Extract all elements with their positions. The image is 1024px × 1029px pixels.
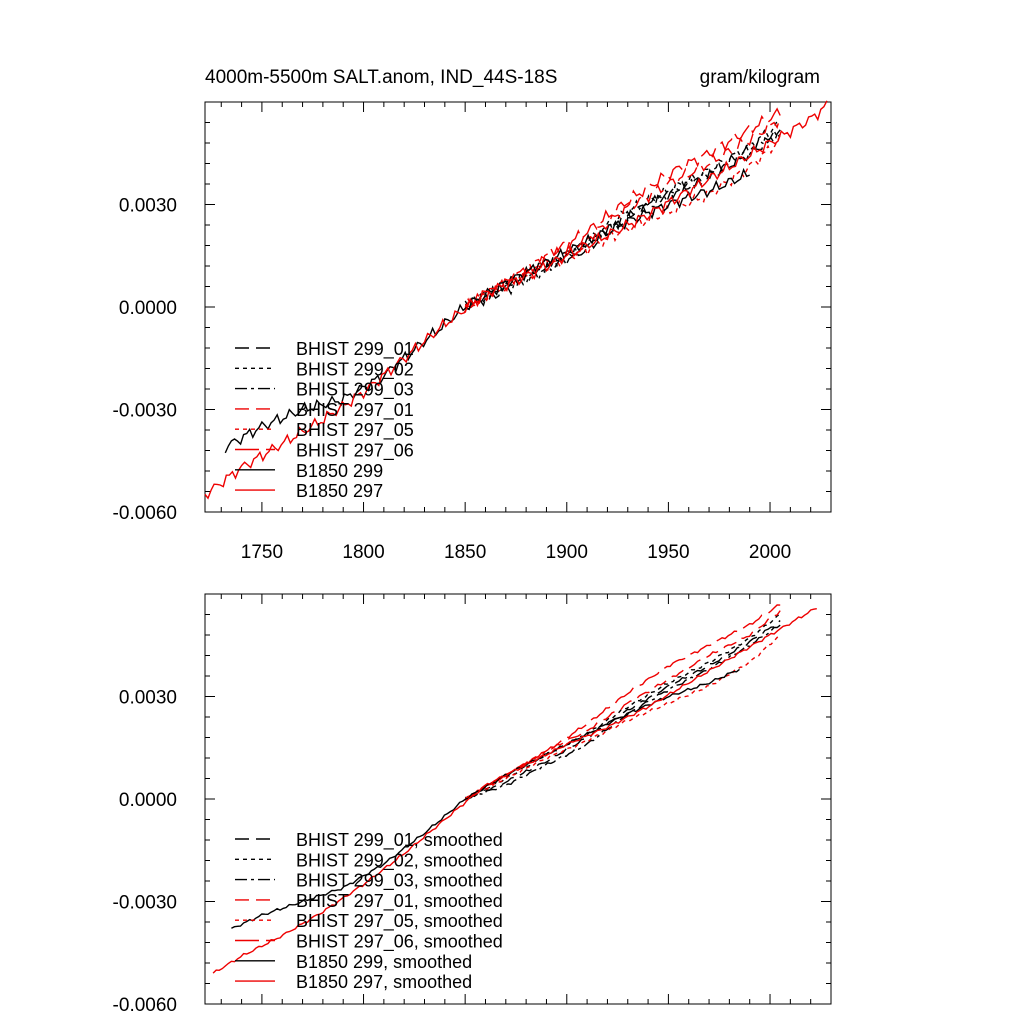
series-line [204,100,828,500]
y-tick-label: 0.0000 [119,790,177,811]
y-tick-label: -0.0030 [113,401,177,422]
series-line [212,608,817,974]
legend-label: BHIST 297_01, smoothed [296,891,503,912]
y-tick-label: 0.0030 [119,688,177,709]
chart-title: 4000m-5500m SALT.anom, IND_44S-18S [205,67,557,88]
x-tick-label: 1850 [444,542,486,563]
x-tick-label: 1800 [342,542,384,563]
legend-label: B1850 297 [296,481,383,501]
legend-label: BHIST 299_01, smoothed [296,830,503,851]
series-line [465,613,781,799]
panel-smoothed: -0.0060 -0.0030 0.0000 0.0030 BHIST 299_01, … [113,593,832,1016]
legend-label: B1850 299, smoothed [296,952,472,972]
legend-label: BHIST 297_05, smoothed [296,911,503,932]
series-line [464,116,781,313]
y-tick-label: -0.0030 [113,893,177,914]
series-line [464,633,781,800]
legend-label: BHIST 299_02, smoothed [296,850,503,871]
legend-label: BHIST 297_01 [296,400,414,421]
x-tick-label: 2000 [749,542,791,563]
legend-label: BHIST 297_05 [296,420,414,441]
y-tick-label: 0.0030 [119,196,177,217]
series-line [465,624,781,800]
y-tick-label: -0.0060 [113,503,177,524]
legend-label: BHIST 299_02 [296,359,414,380]
legend-label: BHIST 297_06, smoothed [296,932,503,953]
legend-label: BHIST 299_03, smoothed [296,871,503,892]
chart-units: gram/kilogram [700,67,820,88]
series-line [224,167,750,454]
series-line [464,604,781,800]
series-line [464,107,781,308]
panel-raw: 1750 1800 1850 1900 1950 2000 -0.0060 -0.0030 0.… [113,100,832,563]
legend-label: BHIST 299_01 [296,339,414,360]
legend-label: B1850 299 [296,461,383,481]
x-tick-label: 1950 [647,542,689,563]
legend-label: BHIST 299_03 [296,380,414,401]
y-tick-label: -0.0060 [113,995,177,1016]
x-tick-label: 1900 [546,542,588,563]
y-tick-label: 0.0000 [119,298,177,319]
legend-label: BHIST 297_06 [296,441,414,462]
legend-label: B1850 297, smoothed [296,972,472,992]
x-tick-label: 1750 [241,542,283,563]
